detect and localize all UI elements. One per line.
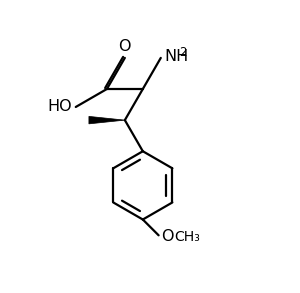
Polygon shape bbox=[89, 116, 125, 124]
Text: 2: 2 bbox=[179, 46, 187, 59]
Text: CH₃: CH₃ bbox=[174, 230, 200, 244]
Text: O: O bbox=[118, 40, 131, 54]
Text: O: O bbox=[161, 229, 173, 244]
Text: NH: NH bbox=[164, 49, 188, 64]
Text: HO: HO bbox=[48, 100, 72, 115]
